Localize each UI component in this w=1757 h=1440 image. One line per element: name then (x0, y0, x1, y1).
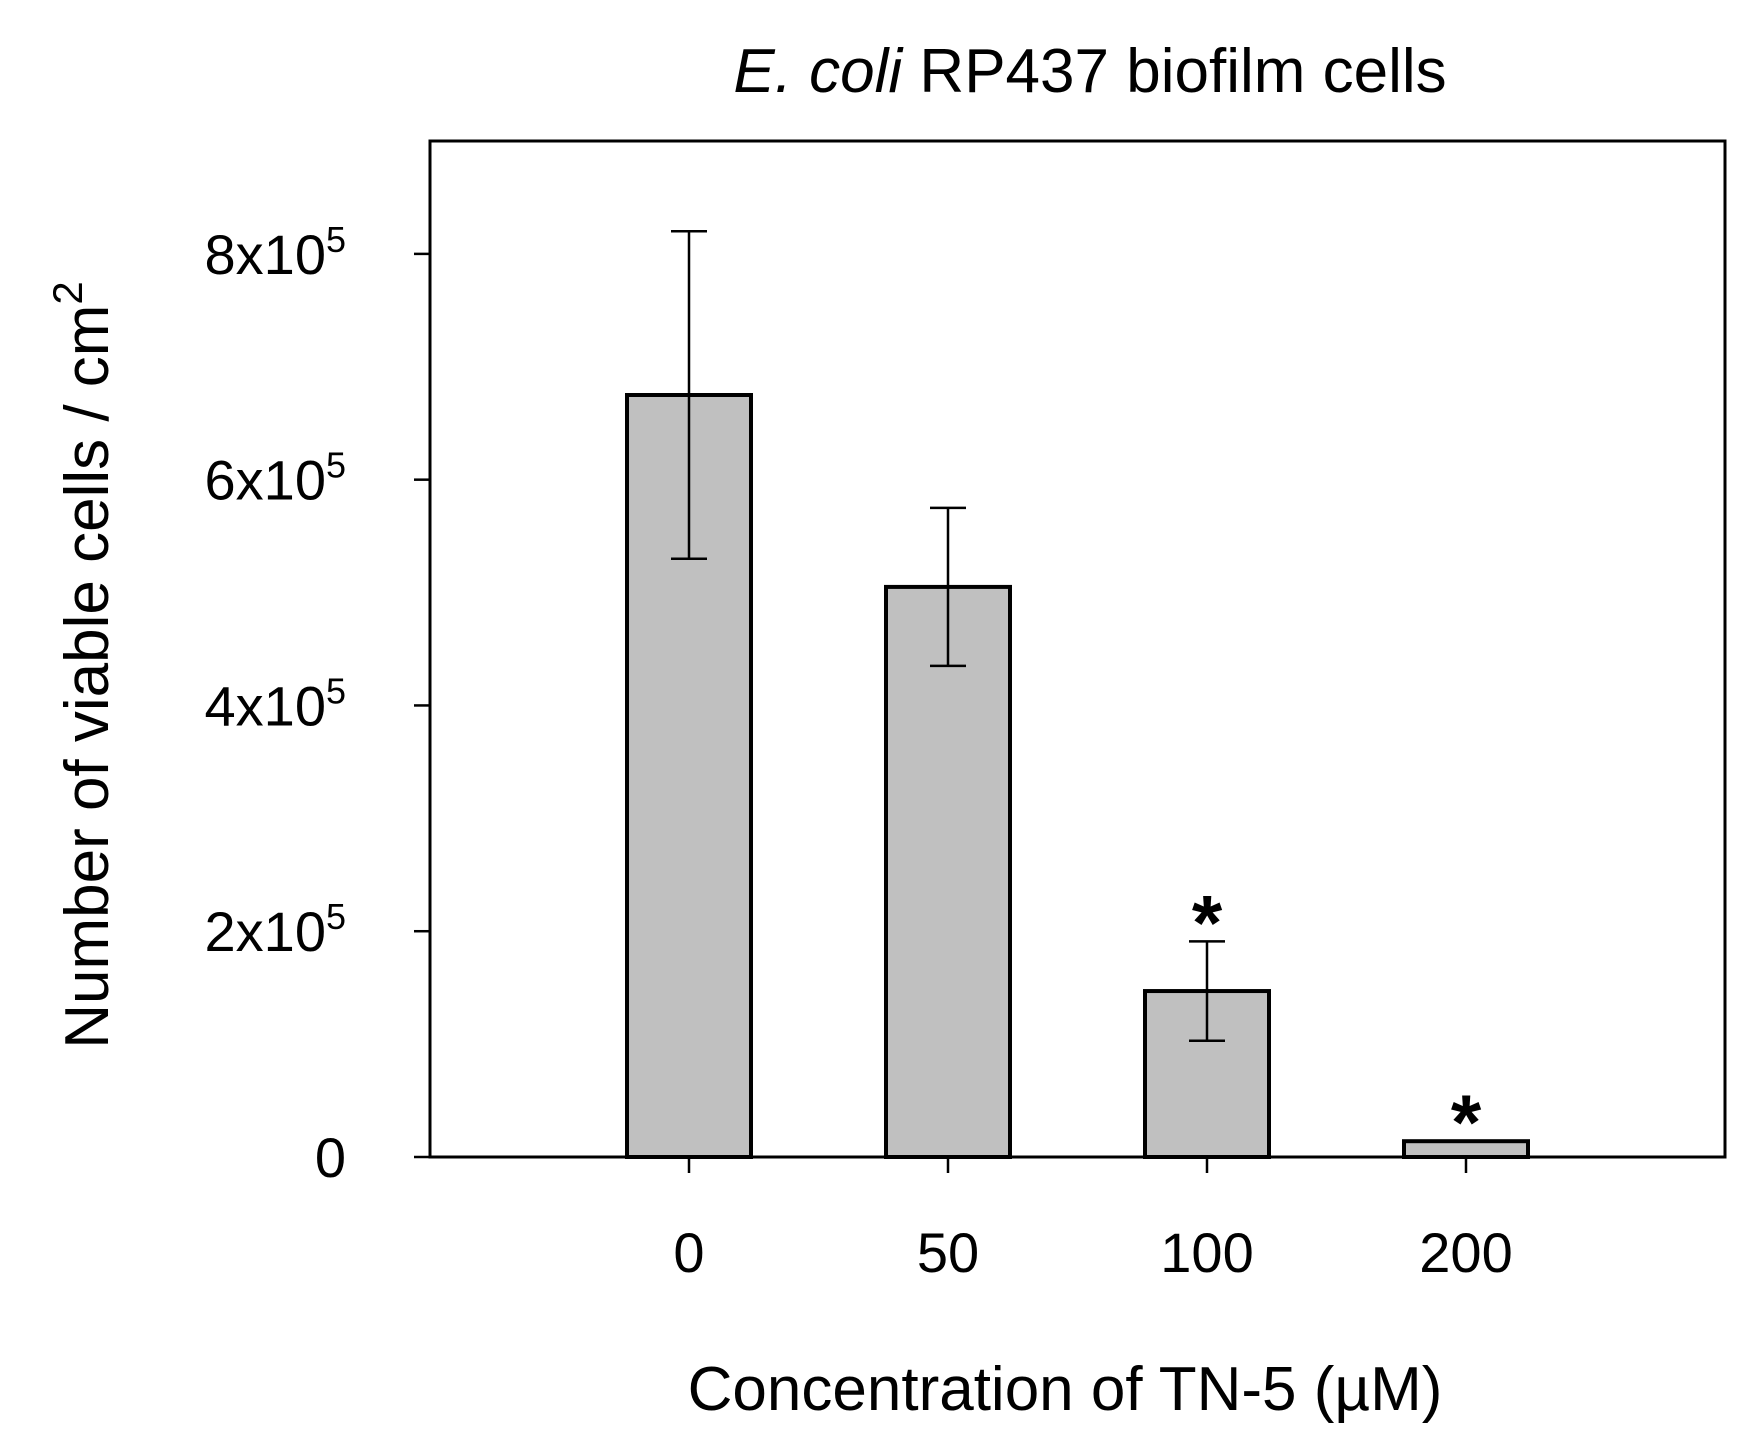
chart-title-rest: RP437 biofilm cells (902, 37, 1446, 106)
significance-marker: * (1451, 1078, 1482, 1166)
y-axis-label: Number of viable cells / cm2 (44, 281, 122, 1049)
chart-title-italic: E. coli (733, 37, 904, 106)
x-axis-label: Concentration of TN-5 (µM) (688, 1355, 1443, 1424)
y-tick-label: 0 (315, 1126, 346, 1189)
bar (884, 584, 1012, 1159)
y-tick-label: 2x105 (205, 896, 346, 963)
x-tick-label: 100 (1160, 1221, 1253, 1284)
x-tick-label: 50 (917, 1221, 979, 1284)
y-tick-label: 8x105 (205, 219, 346, 286)
x-tick-label: 200 (1419, 1221, 1512, 1284)
x-tick-label: 0 (673, 1221, 704, 1284)
chart-title: E. coli RP437 biofilm cells (733, 37, 1446, 106)
y-axis-label-sup: 2 (44, 281, 91, 304)
significance-marker: * (1192, 878, 1223, 966)
plot-area: 0 50 * 100 * 200 0 2x105 4x105 6x105 8x105 (205, 139, 1727, 1284)
y-axis-label-text: Number of viable cells / cm (53, 305, 122, 1049)
y-tick-label: 6x105 (205, 445, 346, 512)
y-tick-label: 4x105 (205, 670, 346, 737)
plot-frame (428, 139, 1727, 1159)
